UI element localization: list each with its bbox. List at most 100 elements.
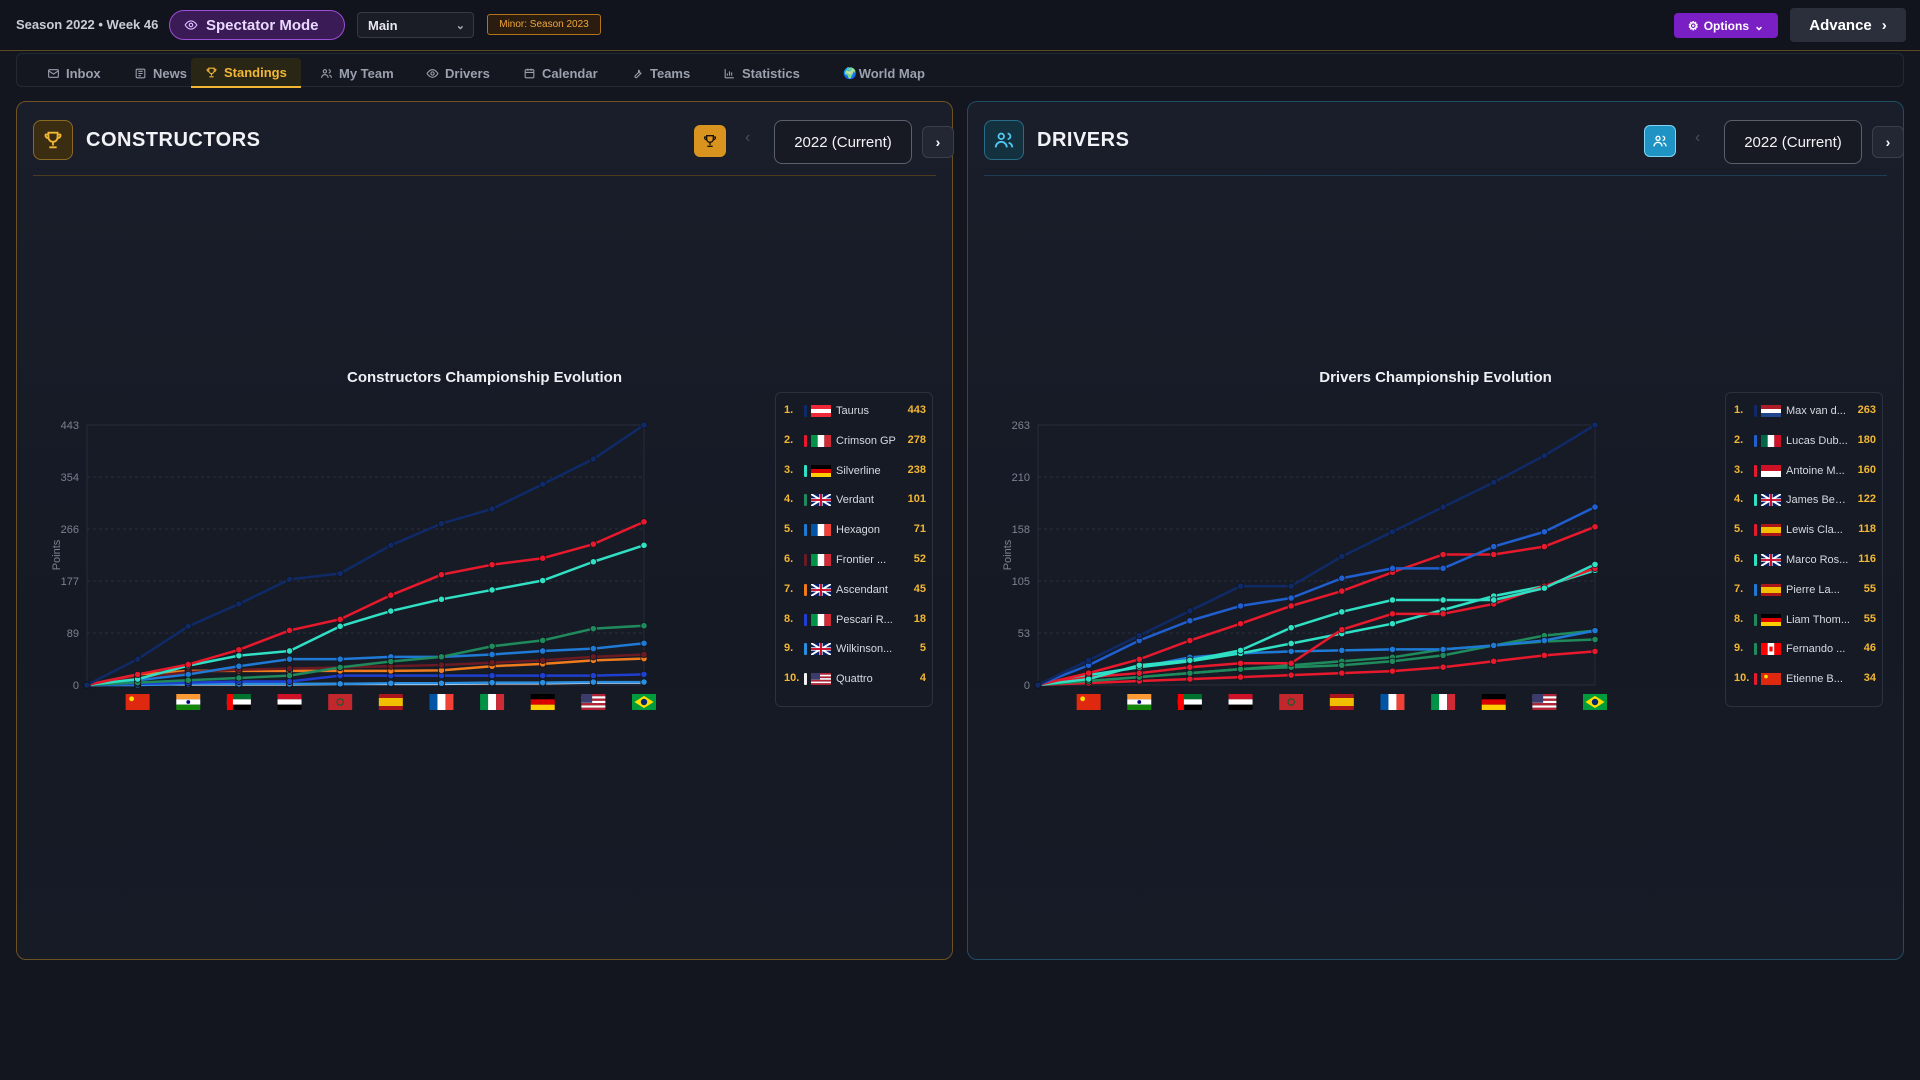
data-point[interactable]	[1186, 636, 1194, 645]
nav-news[interactable]: News	[120, 58, 201, 88]
data-point[interactable]	[1490, 478, 1498, 486]
data-point[interactable]	[539, 656, 547, 664]
legend-item[interactable]: 1. Max van d... 263	[1726, 399, 1884, 423]
data-point[interactable]	[589, 672, 597, 680]
data-point[interactable]	[1135, 661, 1143, 669]
data-point[interactable]	[640, 670, 648, 679]
data-point[interactable]	[184, 676, 192, 684]
data-point[interactable]	[1338, 552, 1346, 561]
legend-item[interactable]: 4. James Ben... 122	[1726, 488, 1884, 512]
data-point[interactable]	[589, 625, 597, 633]
data-point[interactable]	[134, 670, 142, 679]
nav-calendar[interactable]: Calendar	[509, 58, 612, 88]
data-point[interactable]	[1236, 602, 1245, 610]
data-point[interactable]	[1439, 651, 1447, 659]
data-point[interactable]	[1439, 550, 1447, 559]
nav-statistics[interactable]: Statistics	[709, 58, 814, 88]
data-point[interactable]	[387, 541, 395, 549]
data-point[interactable]	[1439, 596, 1447, 604]
constructors-year-select[interactable]: 2022 (Current)	[774, 120, 912, 164]
data-point[interactable]	[184, 622, 192, 630]
legend-item[interactable]: 10. Etienne B... 34	[1726, 667, 1884, 691]
prev-year-button[interactable]: ‹	[1695, 129, 1701, 146]
data-point[interactable]	[1287, 671, 1295, 679]
data-point[interactable]	[1439, 503, 1447, 511]
drivers-year-select[interactable]: 2022 (Current)	[1724, 120, 1862, 164]
data-point[interactable]	[1591, 523, 1599, 531]
data-point[interactable]	[640, 678, 648, 686]
data-point[interactable]	[539, 480, 547, 488]
data-point[interactable]	[1236, 673, 1245, 681]
legend-item[interactable]: 2. Crimson GP 278	[776, 429, 934, 453]
nav-teams[interactable]: Teams	[617, 58, 704, 88]
data-point[interactable]	[488, 650, 496, 659]
data-point[interactable]	[437, 571, 446, 579]
legend-item[interactable]: 5. Lewis Cla... 118	[1726, 518, 1884, 542]
data-point[interactable]	[488, 659, 496, 667]
drivers-view-toggle[interactable]	[1644, 125, 1676, 157]
nav-world-map[interactable]: 🌍 World Map	[829, 58, 939, 88]
data-point[interactable]	[387, 607, 395, 615]
data-point[interactable]	[640, 639, 648, 647]
data-point[interactable]	[1439, 610, 1447, 618]
nav-my-team[interactable]: My Team	[306, 58, 408, 88]
data-point[interactable]	[235, 646, 243, 654]
data-point[interactable]	[640, 421, 648, 429]
data-point[interactable]	[1490, 596, 1498, 604]
data-point[interactable]	[1338, 669, 1346, 677]
legend-item[interactable]: 2. Lucas Dub... 180	[1726, 429, 1884, 453]
data-point[interactable]	[285, 672, 294, 680]
data-point[interactable]	[1490, 550, 1498, 559]
data-point[interactable]	[437, 661, 446, 669]
data-point[interactable]	[1186, 617, 1194, 625]
data-point[interactable]	[1287, 602, 1295, 610]
data-point[interactable]	[336, 680, 344, 688]
data-point[interactable]	[488, 679, 496, 687]
data-point[interactable]	[1388, 657, 1397, 665]
legend-item[interactable]: 9. Wilkinson... 5	[776, 637, 934, 661]
data-point[interactable]	[1287, 647, 1295, 655]
data-point[interactable]	[539, 576, 547, 585]
data-point[interactable]	[1540, 542, 1548, 551]
data-point[interactable]	[1287, 659, 1295, 667]
data-point[interactable]	[336, 655, 344, 663]
data-point[interactable]	[1186, 663, 1194, 671]
data-point[interactable]	[1439, 663, 1447, 671]
data-point[interactable]	[589, 653, 597, 661]
legend-item[interactable]: 10. Quattro 4	[776, 667, 934, 691]
data-point[interactable]	[285, 647, 294, 655]
data-point[interactable]	[437, 595, 446, 603]
constructors-view-toggle[interactable]	[694, 125, 726, 157]
data-point[interactable]	[1591, 503, 1599, 511]
data-point[interactable]	[1338, 646, 1346, 654]
data-point[interactable]	[589, 645, 597, 653]
data-point[interactable]	[285, 664, 294, 673]
data-point[interactable]	[488, 505, 496, 513]
data-point[interactable]	[539, 647, 547, 655]
legend-item[interactable]: 3. Antoine M... 160	[1726, 459, 1884, 483]
data-point[interactable]	[1591, 627, 1599, 635]
nav-inbox[interactable]: Inbox	[33, 58, 115, 88]
legend-item[interactable]: 6. Frontier ... 52	[776, 548, 934, 572]
data-point[interactable]	[285, 655, 294, 663]
data-point[interactable]	[336, 569, 344, 578]
data-point[interactable]	[640, 650, 648, 659]
data-point[interactable]	[387, 657, 395, 666]
data-point[interactable]	[1388, 528, 1397, 536]
data-point[interactable]	[1338, 574, 1346, 582]
nav-standings[interactable]: Standings	[191, 58, 301, 88]
data-point[interactable]	[488, 561, 496, 569]
data-point[interactable]	[235, 600, 243, 608]
data-point[interactable]	[1388, 667, 1397, 675]
data-point[interactable]	[285, 677, 294, 686]
legend-item[interactable]: 3. Silverline 238	[776, 459, 934, 483]
data-point[interactable]	[1338, 661, 1346, 669]
legend-item[interactable]: 4. Verdant 101	[776, 488, 934, 512]
data-point[interactable]	[437, 520, 446, 528]
data-point[interactable]	[387, 679, 395, 687]
data-point[interactable]	[387, 591, 395, 599]
data-point[interactable]	[1287, 582, 1295, 590]
legend-item[interactable]: 1. Taurus 443	[776, 399, 934, 423]
data-point[interactable]	[1085, 675, 1093, 683]
data-point[interactable]	[1236, 665, 1245, 673]
